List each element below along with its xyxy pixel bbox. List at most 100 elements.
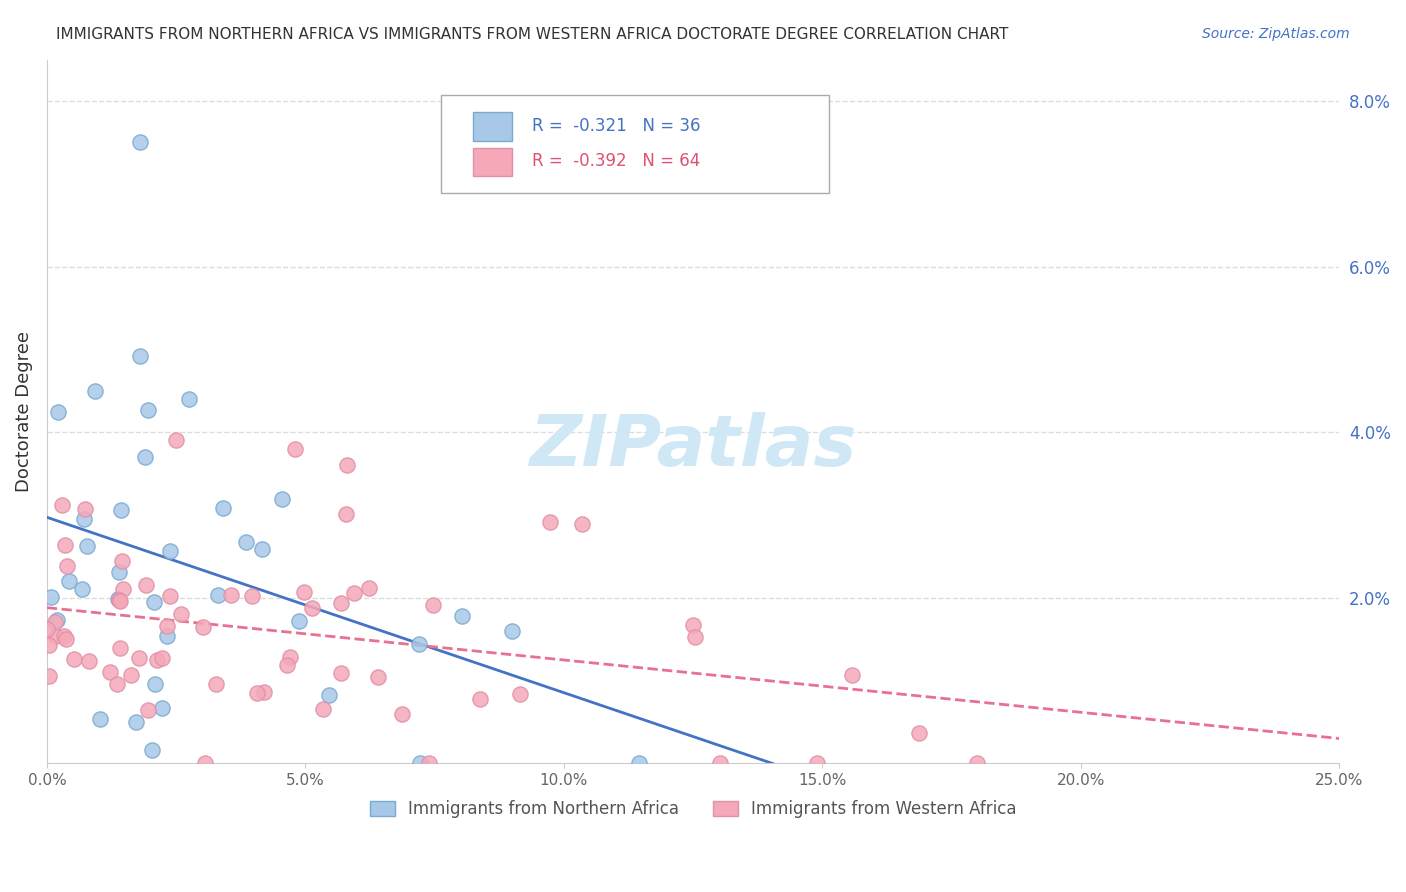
Point (312, 702, 335, 716)
Point (150, 651, 173, 665)
Point (108, 641, 131, 656)
Point (108, 594, 131, 608)
Point (212, 500, 235, 515)
Point (509, 687, 531, 701)
Point (357, 581, 380, 595)
Point (79, 654, 101, 668)
Text: R =  -0.392   N = 64: R = -0.392 N = 64 (531, 152, 700, 169)
Point (408, 637, 430, 651)
Point (343, 585, 366, 599)
Point (110, 503, 132, 517)
Point (38, 669, 60, 683)
Point (468, 692, 491, 706)
Point (253, 685, 276, 699)
Point (125, 715, 148, 730)
Point (288, 614, 311, 628)
Point (301, 600, 323, 615)
Point (58, 574, 80, 588)
Point (112, 582, 135, 596)
Text: Source: ZipAtlas.com: Source: ZipAtlas.com (1202, 27, 1350, 41)
Point (501, 624, 523, 638)
Point (156, 629, 179, 643)
Point (150, 700, 173, 714)
Point (219, 589, 242, 603)
Point (72, 582, 94, 597)
Point (120, 668, 142, 682)
Point (246, 686, 269, 700)
Point (134, 450, 156, 464)
Bar (474, 112, 512, 141)
Point (240, 589, 263, 603)
Point (284, 442, 307, 456)
Point (76, 539, 98, 553)
Point (318, 688, 340, 702)
FancyBboxPatch shape (441, 95, 828, 194)
Point (683, 631, 706, 645)
Point (75, 502, 97, 516)
Point (128, 651, 150, 665)
Point (107, 591, 129, 606)
Text: ZIPatlas: ZIPatlas (530, 412, 856, 481)
Point (89, 712, 111, 726)
Point (330, 665, 353, 680)
Point (276, 657, 298, 672)
Point (367, 670, 389, 684)
Point (51, 498, 73, 512)
Point (908, 726, 931, 740)
Point (108, 592, 131, 607)
Point (73, 512, 96, 526)
Y-axis label: Doctorate Degree: Doctorate Degree (15, 331, 32, 491)
Point (146, 653, 169, 667)
Point (35, 622, 58, 636)
Point (179, 392, 201, 406)
Point (100, 665, 122, 679)
Point (336, 458, 359, 472)
Point (46, 613, 69, 627)
Point (39, 590, 62, 604)
Point (62, 652, 84, 666)
Point (627, 756, 650, 771)
Point (129, 136, 152, 150)
Point (53, 629, 76, 643)
Text: IMMIGRANTS FROM NORTHERN AFRICA VS IMMIGRANTS FROM WESTERN AFRICA DOCTORATE DEGR: IMMIGRANTS FROM NORTHERN AFRICA VS IMMIG… (56, 27, 1008, 42)
Point (270, 492, 292, 507)
Point (418, 756, 440, 771)
Point (38, 639, 60, 653)
Point (841, 668, 863, 682)
Point (143, 677, 166, 691)
Point (111, 554, 134, 568)
Point (170, 607, 193, 622)
Point (136, 703, 159, 717)
Bar (474, 147, 512, 176)
Point (108, 566, 131, 580)
Point (136, 402, 159, 417)
Point (966, 756, 988, 771)
Point (709, 756, 731, 771)
Text: R =  -0.321   N = 36: R = -0.321 N = 36 (531, 117, 700, 135)
Point (207, 588, 229, 602)
Point (391, 706, 413, 721)
Point (250, 541, 273, 556)
Point (235, 534, 257, 549)
Point (538, 515, 561, 529)
Point (48, 404, 70, 418)
Point (56, 559, 79, 574)
Point (194, 756, 217, 771)
Point (141, 742, 163, 756)
Point (55, 632, 77, 647)
Point (45, 629, 67, 643)
Point (53, 537, 76, 551)
Point (159, 544, 181, 558)
Point (422, 598, 444, 612)
Point (105, 677, 128, 691)
Point (129, 350, 152, 364)
Point (44, 615, 66, 630)
Point (571, 516, 593, 531)
Point (165, 434, 187, 448)
Point (451, 609, 474, 624)
Point (278, 649, 301, 664)
Point (191, 620, 214, 634)
Point (156, 619, 179, 633)
Point (292, 585, 315, 599)
Point (330, 596, 353, 610)
